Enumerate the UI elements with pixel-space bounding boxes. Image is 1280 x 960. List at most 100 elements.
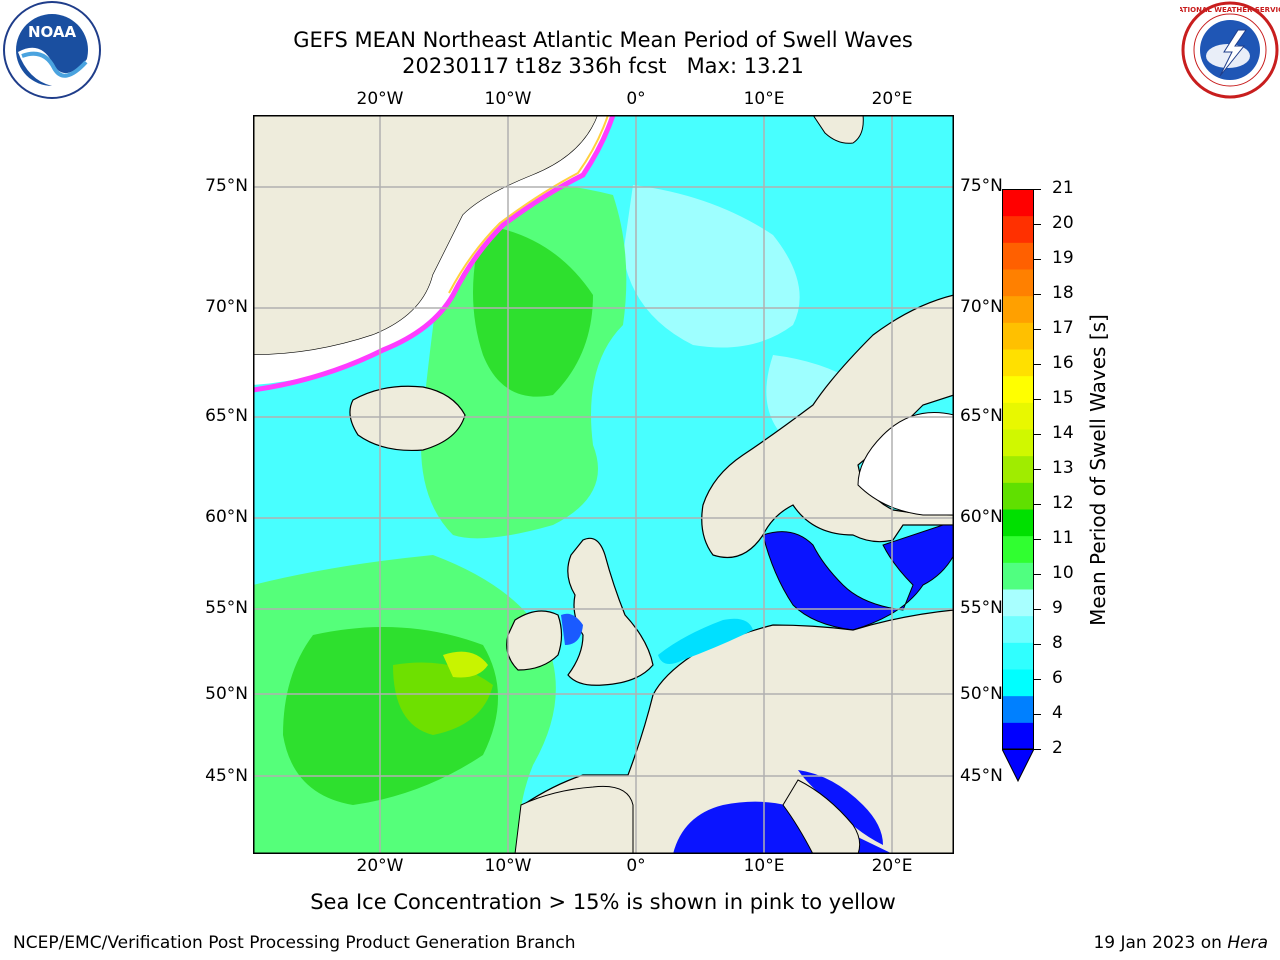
lon-label-bottom-20w: 20°W — [356, 856, 404, 876]
credit-left: NCEP/EMC/Verification Post Processing Pr… — [13, 933, 576, 953]
sea-ice-note: Sea Ice Concentration > 15% is shown in … — [310, 890, 896, 914]
lon-label-top-20e: 20°E — [871, 89, 913, 109]
colorbar-segment — [1002, 269, 1034, 297]
swell-region-10-11s — [283, 225, 593, 805]
colorbar-tick-label: 20 — [1052, 213, 1074, 233]
colorbar-tick-label: 8 — [1052, 633, 1063, 653]
colorbar-tick-mark — [1034, 189, 1041, 190]
colorbar-tick-label: 10 — [1052, 563, 1074, 583]
colorbar-tick-mark — [1034, 434, 1041, 435]
north-sea-coastal-4-6s — [658, 618, 753, 664]
lat-label-right-50n: 50°N — [960, 684, 1003, 704]
ice-mask — [253, 115, 613, 385]
colorbar-segment — [1002, 295, 1034, 323]
lat-label-left-50n: 50°N — [205, 684, 248, 704]
swell-region-8-9s — [623, 185, 893, 447]
lon-label-top-0: 0° — [626, 89, 646, 109]
credit-host: Hera — [1227, 933, 1268, 953]
lon-label-bottom-20e: 20°E — [871, 856, 913, 876]
colorbar-tick-mark — [1034, 504, 1041, 505]
great-britain-land — [567, 537, 654, 686]
chart-title: GEFS MEAN Northeast Atlantic Mean Period… — [293, 28, 913, 52]
colorbar-tick-mark — [1034, 574, 1041, 575]
lat-label-left-45n: 45°N — [205, 766, 248, 786]
colorbar-segment — [1002, 322, 1034, 350]
colorbar-tick-label: 16 — [1052, 353, 1074, 373]
colorbar-segment — [1002, 695, 1034, 723]
colorbar-tick-label: 4 — [1052, 703, 1063, 723]
colorbar-extend-arrow — [1002, 748, 1034, 783]
colorbar-tick-label: 14 — [1052, 423, 1074, 443]
italy-land — [782, 779, 861, 854]
sea-ice-edge-yellow — [448, 115, 609, 294]
swell-region-12-13s — [443, 651, 488, 678]
adriatic-2-4s — [798, 770, 883, 845]
lon-label-top-10e: 10°E — [743, 89, 785, 109]
baltic-ice-mask — [857, 412, 954, 516]
svg-text:NOAA: NOAA — [28, 23, 77, 41]
sea-ice-edge — [253, 115, 616, 393]
lat-label-left-75n: 75°N — [205, 176, 248, 196]
lat-label-left-60n: 60°N — [205, 507, 248, 527]
colorbar-segment — [1002, 349, 1034, 377]
lat-label-right-55n: 55°N — [960, 598, 1003, 618]
colorbar-segment — [1002, 375, 1034, 403]
colorbar-tick-mark — [1034, 679, 1041, 680]
colorbar-tick-label: 9 — [1052, 598, 1063, 618]
nws-logo: NATIONAL WEATHER SERVICE — [1180, 1, 1280, 99]
colorbar-segment — [1002, 615, 1034, 643]
credit-date: 19 Jan 2023 on — [1093, 933, 1228, 953]
colorbar-segment — [1002, 535, 1034, 563]
lon-label-bottom-10e: 10°E — [743, 856, 785, 876]
colorbar-label: Mean Period of Swell Waves [s] — [1086, 314, 1110, 626]
colorbar-segment — [1002, 402, 1034, 430]
colorbar-tick-mark — [1034, 224, 1041, 225]
iceland-land — [349, 385, 466, 452]
colorbar-tick-mark — [1034, 294, 1041, 295]
lat-label-left-70n: 70°N — [205, 297, 248, 317]
colorbar-tick-mark — [1034, 714, 1041, 715]
lon-label-bottom-10w: 10°W — [484, 856, 532, 876]
chart-subtitle: 20230117 t18z 336h fcst Max: 13.21 — [402, 54, 804, 78]
map-frame — [253, 115, 954, 854]
lat-label-right-60n: 60°N — [960, 507, 1003, 527]
colorbar-segment — [1002, 589, 1034, 617]
lat-label-right-65n: 65°N — [960, 406, 1003, 426]
colorbar-tick-label: 21 — [1052, 178, 1074, 198]
lat-label-right-75n: 75°N — [960, 176, 1003, 196]
colorbar-tick-label: 2 — [1052, 738, 1063, 758]
lon-label-bottom-0: 0° — [626, 856, 646, 876]
graticule — [253, 115, 954, 854]
colorbar-tick-mark — [1034, 469, 1041, 470]
colorbar-tick-mark — [1034, 364, 1041, 365]
colorbar-tick-label: 11 — [1052, 528, 1074, 548]
colorbar-segment — [1002, 482, 1034, 510]
colorbar-tick-mark — [1034, 644, 1041, 645]
colorbar-tick-mark — [1034, 399, 1041, 400]
colorbar-segment — [1002, 722, 1034, 750]
colorbar-tick-mark — [1034, 259, 1041, 260]
colorbar-segment — [1002, 215, 1034, 243]
colorbar-tick-label: 12 — [1052, 493, 1074, 513]
colorbar-segment — [1002, 669, 1034, 697]
colorbar-segment — [1002, 242, 1034, 270]
colorbar-tick-mark — [1034, 609, 1041, 610]
ireland-land — [506, 610, 563, 671]
colorbar-segment — [1002, 455, 1034, 483]
colorbar-tick-label: 6 — [1052, 668, 1063, 688]
lat-label-left-55n: 55°N — [205, 598, 248, 618]
irish-sea-2-4s — [561, 613, 583, 645]
iberia-land — [514, 785, 634, 854]
colorbar-tick-label: 15 — [1052, 388, 1074, 408]
colorbar-tick-mark — [1034, 749, 1041, 750]
colorbar-segment — [1002, 429, 1034, 457]
colorbar-frame — [1002, 189, 1034, 750]
swell-region-11-12s — [393, 662, 493, 735]
colorbar-tick-label: 19 — [1052, 248, 1074, 268]
colorbar-segment — [1002, 562, 1034, 590]
noaa-logo: NOAA — [3, 1, 101, 99]
colorbar-tick-label: 18 — [1052, 283, 1074, 303]
colorbar-tick-label: 17 — [1052, 318, 1074, 338]
lon-label-top-10w: 10°W — [484, 89, 532, 109]
colorbar-segment — [1002, 642, 1034, 670]
